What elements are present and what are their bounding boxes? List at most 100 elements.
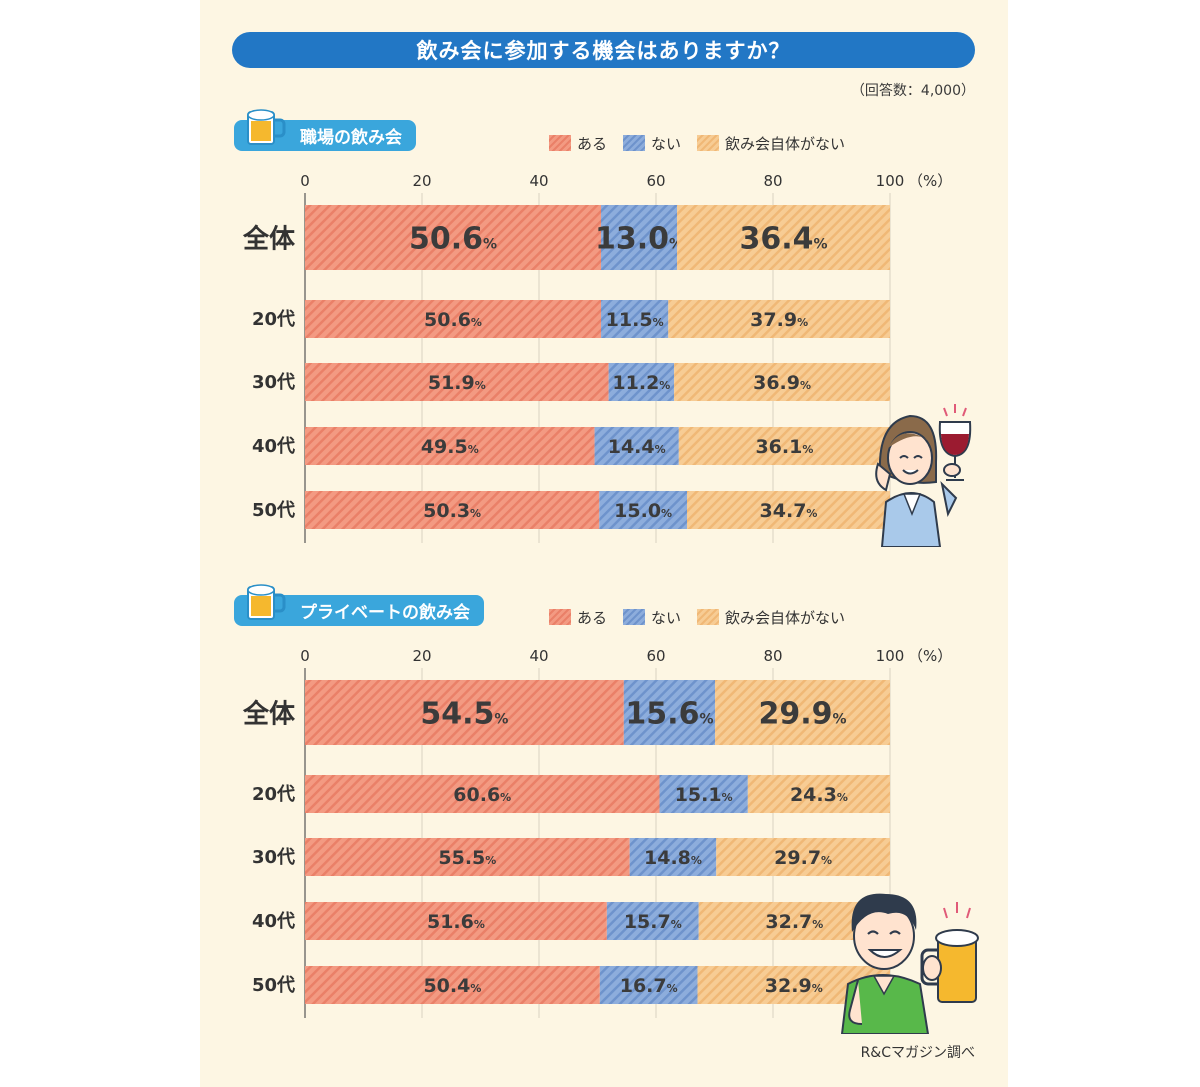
tick-label: 80 — [763, 172, 782, 190]
bar-segment — [305, 775, 660, 813]
chart-work: 0 20 40 60 80 100 （%）全体 50.6% 13.0% 36.4%20代 50.6%… — [242, 172, 952, 543]
data-label: 55.5% — [438, 847, 496, 869]
legend-private: ある ない 飲み会自体がない — [549, 606, 861, 628]
data-label: 49.5% — [421, 436, 479, 458]
bar-segment — [677, 205, 890, 270]
bar-segment — [668, 300, 890, 338]
legend-swatch — [549, 609, 571, 625]
legend-work: ある ない 飲み会自体がない — [549, 132, 861, 154]
tick-label: 100 — [876, 172, 905, 190]
section-label-work: 職場の飲み会 — [234, 109, 416, 151]
category-label: 50代 — [252, 975, 295, 996]
beer-mug-icon — [247, 584, 286, 620]
bar-segment — [608, 363, 675, 401]
data-label: 60.6% — [453, 784, 511, 806]
data-label: 51.6% — [427, 911, 485, 933]
tick-label: 0 — [300, 647, 310, 665]
chart-private: 0 20 40 60 80 100 （%） 全体 54.5% 15.6% 29.9% 20代 60.6%… — [242, 647, 952, 1018]
data-label: 50.6% — [424, 309, 482, 331]
data-label: 34.7% — [760, 500, 818, 522]
legend-swatch — [697, 135, 720, 151]
bar-segment — [601, 205, 678, 270]
bar-segment — [674, 363, 890, 401]
category-label: 20代 — [252, 309, 295, 330]
tick-label: 40 — [529, 172, 548, 190]
bar-segment — [305, 300, 602, 338]
bar-segment — [623, 680, 716, 745]
legend-label: 飲み会自体がない — [725, 134, 846, 153]
data-label: 50.3% — [423, 500, 481, 522]
beer-mug-icon — [247, 109, 286, 145]
data-label: 36.1% — [755, 436, 813, 458]
section-title-work: 職場の飲み会 — [300, 128, 402, 148]
bar-segment — [601, 300, 669, 338]
category-label: 20代 — [252, 784, 295, 805]
data-label: 14.4% — [608, 436, 666, 458]
bar-segment — [305, 902, 607, 940]
legend-item: 飲み会自体がない — [697, 133, 845, 154]
legend-swatch — [623, 609, 646, 625]
data-label: 11.2% — [612, 372, 670, 394]
category-label: 50代 — [252, 500, 295, 521]
infographic-canvas: 飲み会に参加する機会はありますか？ （回答数：4,000） 職場の飲み会 あるな… — [200, 0, 1008, 1087]
tick-label: 60 — [646, 647, 665, 665]
bar-segment — [716, 838, 890, 876]
section-title-private: プライベートの飲み会 — [300, 603, 470, 623]
bar-segment — [305, 966, 600, 1004]
legend-label: 飲み会自体がない — [725, 608, 846, 627]
woman-with-wine-illustration — [875, 404, 972, 547]
data-label: 24.3% — [790, 784, 848, 806]
unit-label: （%） — [908, 647, 952, 665]
bar-segment — [629, 838, 717, 876]
bar-segment — [599, 966, 698, 1004]
data-label: 32.9% — [765, 975, 823, 997]
legend-item: ない — [623, 133, 681, 154]
legend-label: ない — [651, 608, 682, 627]
data-label: 14.8% — [644, 847, 702, 869]
data-label: 15.1% — [675, 784, 733, 806]
bar-segment — [678, 427, 890, 465]
data-label: 50.4% — [423, 975, 481, 997]
bar-segment — [305, 838, 630, 876]
source-credit: R&Cマガジン調べ — [860, 1045, 975, 1061]
legend-item: ある — [549, 133, 607, 154]
tick-label: 20 — [412, 647, 431, 665]
category-label: 40代 — [252, 436, 295, 457]
bar-segment — [305, 205, 602, 270]
data-label: 36.9% — [753, 372, 811, 394]
category-label: 40代 — [252, 911, 295, 932]
bar-segment — [305, 680, 624, 745]
data-label: 15.6% — [625, 697, 713, 732]
tick-label: 60 — [646, 172, 665, 190]
page-title: 飲み会に参加する機会はありますか？ — [232, 32, 975, 68]
legend-label: ある — [577, 134, 608, 153]
bar-segment — [305, 363, 609, 401]
bar-segment — [687, 491, 890, 529]
data-label: 54.5% — [420, 697, 508, 732]
man-with-beer-illustration — [840, 893, 979, 1034]
legend-label: ある — [577, 608, 608, 627]
tick-label: 40 — [529, 647, 548, 665]
data-label: 32.7% — [765, 911, 823, 933]
legend-swatch — [697, 609, 720, 625]
data-label: 37.9% — [750, 309, 808, 331]
legend-label: ない — [651, 134, 682, 153]
bar-segment — [747, 775, 890, 813]
category-label: 全体 — [242, 224, 296, 255]
data-label: 11.5% — [606, 309, 664, 331]
data-label: 15.7% — [624, 911, 682, 933]
data-label: 29.9% — [759, 697, 847, 732]
tick-label: 100 — [876, 647, 905, 665]
legend-item: 飲み会自体がない — [697, 607, 845, 628]
tick-label: 0 — [300, 172, 310, 190]
bar-segment — [599, 491, 688, 529]
category-label: 30代 — [252, 372, 295, 393]
category-label: 30代 — [252, 847, 295, 868]
bar-segment — [305, 427, 595, 465]
tick-label: 80 — [763, 647, 782, 665]
bar-segment — [594, 427, 679, 465]
data-label: 15.0% — [614, 500, 672, 522]
legend-item: ある — [549, 607, 607, 628]
legend-swatch — [623, 135, 646, 151]
data-label: 29.7% — [774, 847, 832, 869]
